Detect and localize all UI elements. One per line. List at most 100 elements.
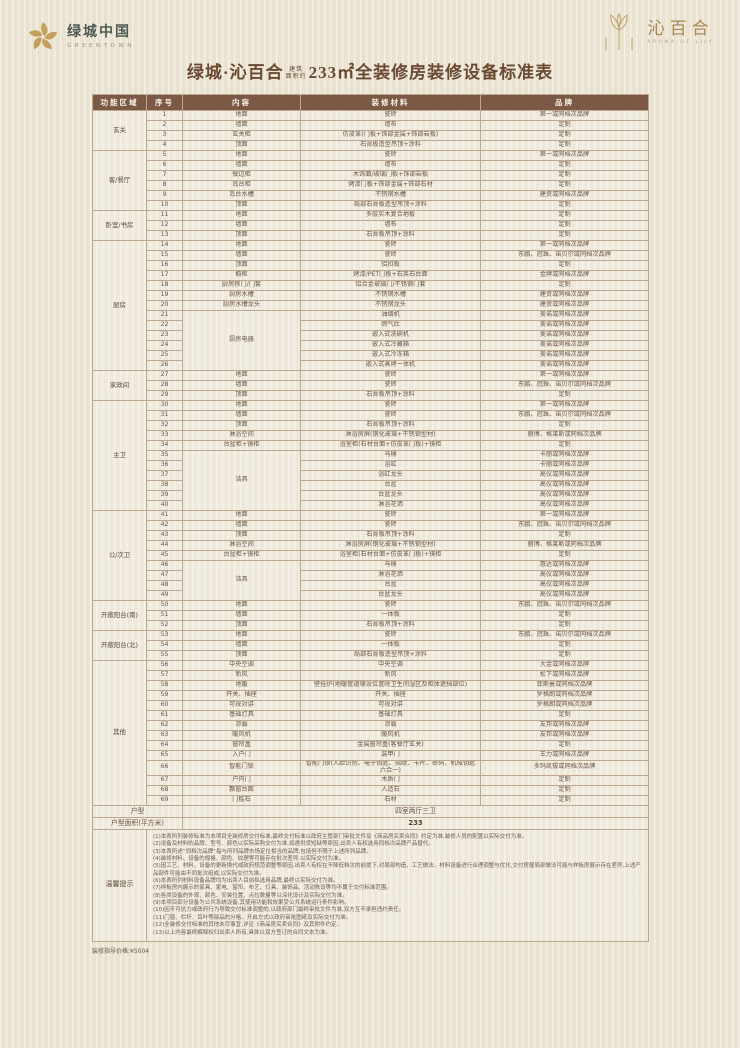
cell-material: 暖风机 <box>300 730 481 741</box>
cell-brand: 定制 <box>480 220 649 231</box>
cell-material: 不锈钢水槽 <box>300 290 481 301</box>
table-row: 公/次卫 41 地面 瓷砖 第一或同档次品牌 <box>92 510 649 601</box>
cell-no: 27 <box>146 370 183 381</box>
table-row: 20 厨房水槽龙头 不锈钢龙头 建资或同档次品牌 <box>93 300 649 311</box>
cell-material: 瓷砖 <box>300 510 481 521</box>
cell-brand: 罗格朗或同档次品牌 <box>480 700 649 711</box>
table-row: 32 顶面 石膏板吊顶+涂料 定制 <box>93 420 649 431</box>
cell-no: 9 <box>146 190 183 201</box>
cell-brand: 丽博、格莱斯或同档次品牌 <box>480 540 649 551</box>
cell-brand: 定制 <box>480 440 649 451</box>
cell-brand: 罗格朗或同档次品牌 <box>480 690 649 701</box>
table-row: 7 餐边柜 木饰面/玻璃门板+饰部岩板 定制 <box>93 170 649 181</box>
cell-content: 中央空调 <box>182 660 301 671</box>
cell-material: 马桶 <box>300 450 481 461</box>
cell-content: 墙面 <box>182 220 301 231</box>
cell-brand: 友邦或同档次品牌 <box>480 730 649 741</box>
cell-material: 瓷砖 <box>300 150 481 161</box>
table-row: 54 墙面 一体板 定制 <box>93 640 649 651</box>
cell-brand: 定制 <box>480 260 649 271</box>
unit-type-row: 户型 四室两厅三卫 <box>92 804 649 818</box>
cell-brand: 东鹏、冠珠、诺贝尔或同档次品牌 <box>480 380 649 391</box>
cell-no: 35 <box>146 450 183 461</box>
cell-content: 墙面 <box>182 640 301 651</box>
cell-material: 浴室柜(石材台面+仿皮革门板)+镜柜 <box>300 550 481 561</box>
col-header-material: 装修材料 <box>300 94 481 111</box>
cell-brand: 建资或同档次品牌 <box>480 190 649 201</box>
cell-material: 石膏板吊顶+涂料 <box>300 420 481 431</box>
cell-material: 浴缸 <box>300 460 481 471</box>
table-row: 66 智能门锁 智能门锁(人脸识别、电子钥匙、指纹、卡片、密码、机械钥匙六合一) 多玛… <box>93 760 649 776</box>
table-row: 34 台盆柜+镜柜 浴室柜(石材台面+仿皮革门板)+镜柜 定制 <box>93 440 649 451</box>
cell-content: 厨房水槽龙头 <box>182 300 301 311</box>
cell-material: 台盆 <box>300 480 481 491</box>
cell-content: 地暖 <box>182 680 301 691</box>
table-row: 59 开关、插座 开关、插座 罗格朗或同档次品牌 <box>93 690 649 701</box>
cell-no: 52 <box>146 620 183 631</box>
cell-brand: 高仪或同档次品牌 <box>480 590 649 601</box>
cell-brand: 定制 <box>480 710 649 721</box>
cell-no: 46 <box>146 560 183 571</box>
table-row: 38 台盆 高仪或同档次品牌 <box>93 480 649 491</box>
cell-area: 公/次卫 <box>92 510 147 601</box>
table-row: 43 顶面 石膏板吊顶+涂料 定制 <box>93 530 649 541</box>
cell-material: 瓷砖 <box>300 600 481 611</box>
cell-no: 41 <box>146 510 183 521</box>
cell-no: 63 <box>146 730 183 741</box>
cell-material: 一体板 <box>300 640 481 651</box>
table-row: 31 墙面 瓷砖 东鹏、冠珠、诺贝尔或同档次品牌 <box>93 410 649 421</box>
cell-no: 51 <box>146 610 183 621</box>
cell-content: 智能门锁 <box>182 760 301 776</box>
cell-material: 仿皮革(门板+饰部金属+饰部岩板) <box>300 130 481 141</box>
cell-material: 多层实木复合地板 <box>300 210 481 221</box>
table-row: 55 顶面 局部石膏板造型吊顶+涂料 定制 <box>93 650 649 661</box>
cell-brand: 定制 <box>480 620 649 631</box>
cell-content: 餐边柜 <box>182 170 301 181</box>
table-wrapper: 功能区域 序号 内容 装修材料 品牌 玄关 1 地面 瓷砖 第一或同档次品牌 2 墙面 墙布定… <box>92 94 649 955</box>
cell-material: 石膏板造型吊顶+涂料 <box>300 140 481 151</box>
cell-content: 洁具 <box>182 560 301 601</box>
cell-no: 20 <box>146 300 183 311</box>
cell-brand: 定制 <box>480 200 649 211</box>
table-row: 65 入户门 装甲门 王力或同档次品牌 <box>93 750 649 761</box>
cell-no: 2 <box>146 120 183 131</box>
cell-content: 地面 <box>182 150 301 161</box>
cell-area: 家政间 <box>92 370 147 401</box>
cell-brand: 东鹏、冠珠、诺贝尔或同档次品牌 <box>480 250 649 261</box>
table-row: 24 嵌入式冷藏箱 美诺或同档次品牌 <box>93 340 649 351</box>
cell-material: 铝扣板 <box>300 260 481 271</box>
cell-content: 入户门 <box>182 750 301 761</box>
cell-brand: 定制 <box>480 650 649 661</box>
cell-area: 厨房 <box>92 240 147 371</box>
cell-brand: 东鹏、冠珠、诺贝尔或同档次品牌 <box>480 630 649 641</box>
cell-material: 石材 <box>300 794 481 806</box>
cell-brand: 高仪或同档次品牌 <box>480 480 649 491</box>
cell-content: 飘窗台面 <box>182 784 301 796</box>
cell-material: 石膏板吊顶+涂料 <box>300 530 481 541</box>
table-row: 15 墙面 瓷砖 东鹏、冠珠、诺贝尔或同档次品牌 <box>93 250 649 261</box>
cell-material: 油烟机 <box>300 310 481 321</box>
cell-no: 67 <box>146 774 183 786</box>
cell-content: 地面 <box>182 600 301 611</box>
cell-material: 基础灯具 <box>300 710 481 721</box>
cell-content: 淋浴空间 <box>182 430 301 441</box>
cell-content: 顶面 <box>182 390 301 401</box>
cell-content: 台盆柜+镜柜 <box>182 440 301 451</box>
cell-no: 7 <box>146 170 183 181</box>
cell-material: 烤漆/PET门板+石英石台面 <box>300 270 481 281</box>
cell-brand: 第一或同档次品牌 <box>480 370 649 381</box>
cell-content: 墙面 <box>182 160 301 171</box>
cell-material: 墙布 <box>300 160 481 171</box>
col-header-function-area: 功能区域 <box>92 94 147 111</box>
cell-content: 地面 <box>182 110 301 121</box>
cell-content: 橱柜 <box>182 270 301 281</box>
cell-no: 55 <box>146 650 183 661</box>
cell-no: 13 <box>146 230 183 241</box>
cell-content: 洁具 <box>182 450 301 511</box>
cell-material: 局部石膏板造型吊顶+涂料 <box>300 650 481 661</box>
lily-logo: 沁百合 AROMA OF LILY <box>599 12 714 54</box>
cell-no: 42 <box>146 520 183 531</box>
cell-no: 6 <box>146 160 183 171</box>
cell-brand: 定制 <box>480 390 649 401</box>
cell-material: 瓷砖 <box>300 400 481 411</box>
